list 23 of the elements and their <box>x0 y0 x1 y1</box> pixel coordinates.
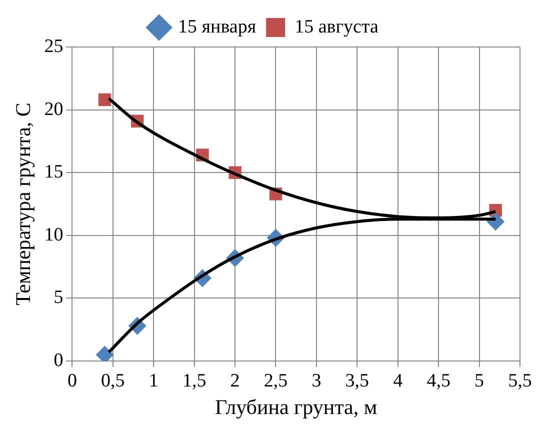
x-tick-label: 1 <box>148 370 158 392</box>
x-axis-title: Глубина грунта, м <box>215 394 378 419</box>
y-tick-label: 15 <box>44 162 64 183</box>
x-tick-label: 2 <box>230 370 240 392</box>
x-tick-label: 5 <box>474 370 484 392</box>
y-tick-label: 0 <box>54 350 64 371</box>
y-tick-label: 20 <box>44 98 64 120</box>
x-tick-label: 3 <box>312 370 322 392</box>
legend-label: 15 августа <box>294 16 380 38</box>
y-tick-label: 10 <box>44 224 64 246</box>
x-tick-label: 2,5 <box>264 370 288 392</box>
y-axis-title: Температура грунта, С <box>11 102 36 306</box>
x-tick-label: 5,5 <box>508 370 532 392</box>
point <box>98 93 112 106</box>
x-tick-label: 4 <box>393 370 404 392</box>
legend-label: 15 января <box>178 16 256 38</box>
y-tick-label: 25 <box>44 36 64 57</box>
x-tick-label: 3,5 <box>345 370 370 392</box>
x-tick-label: 4,5 <box>426 370 450 392</box>
x-tick-label: 1,5 <box>182 370 206 392</box>
x-tick-label: 0 <box>67 370 77 392</box>
y-tick-label: 5 <box>54 287 64 308</box>
x-tick-label: 0,5 <box>101 370 125 392</box>
